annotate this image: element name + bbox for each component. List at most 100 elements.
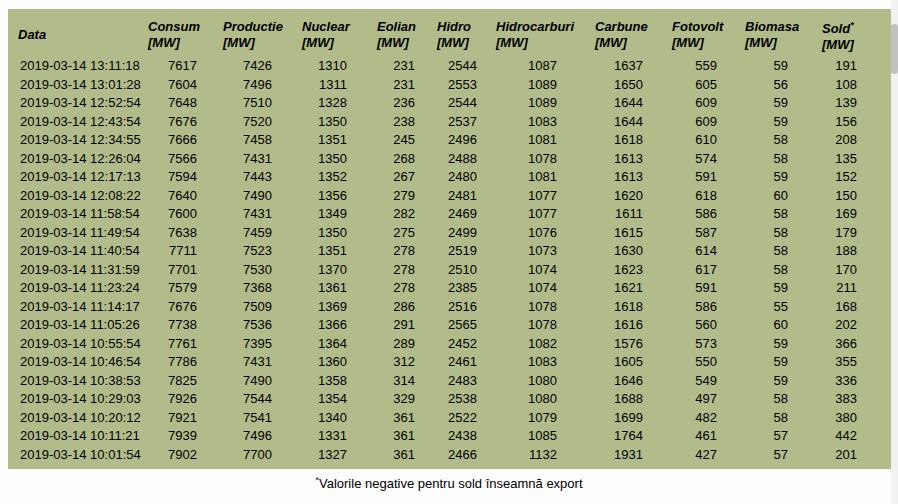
cell-hidrocarburi: 1074 — [496, 261, 586, 280]
cell-productie: 7431 — [218, 353, 293, 372]
cell-eolian: 291 — [368, 316, 434, 335]
cell-fotovolt: 591 — [666, 168, 741, 187]
column-header-carbune: Carbune[MW] — [586, 12, 666, 57]
cell-fotovolt: 497 — [666, 390, 741, 409]
cell-sold: 168 — [811, 298, 891, 317]
cell-nuclear: 1349 — [293, 205, 368, 224]
cell-carbune: 1611 — [586, 205, 666, 224]
cell-hidro: 2522 — [434, 409, 496, 428]
cell-eolian: 231 — [368, 57, 434, 76]
column-header-data: Data — [8, 12, 148, 57]
cell-data: 2019-03-14 13:01:28 — [8, 76, 148, 95]
cell-sold: 201 — [811, 446, 891, 465]
column-header-consum: Consum[MW] — [148, 12, 218, 57]
cell-hidro: 2438 — [434, 427, 496, 446]
table-row: 2019-03-14 10:46:54778674311360312246110… — [8, 353, 891, 372]
cell-fotovolt: 587 — [666, 224, 741, 243]
cell-carbune: 1605 — [586, 353, 666, 372]
cell-nuclear: 1350 — [293, 113, 368, 132]
cell-biomasa: 60 — [741, 187, 811, 206]
cell-productie: 7496 — [218, 76, 293, 95]
cell-carbune: 1637 — [586, 57, 666, 76]
cell-hidrocarburi: 1074 — [496, 279, 586, 298]
cell-hidrocarburi: 1089 — [496, 94, 586, 113]
cell-biomasa: 58 — [741, 205, 811, 224]
cell-sold: 150 — [811, 187, 891, 206]
table-row: 2019-03-14 11:31:59770175301370278251010… — [8, 261, 891, 280]
cell-productie: 7395 — [218, 335, 293, 354]
cell-productie: 7443 — [218, 168, 293, 187]
table-row: 2019-03-14 11:49:54763874591350275249910… — [8, 224, 891, 243]
cell-nuclear: 1358 — [293, 372, 368, 391]
scrollbar-thumb[interactable] — [891, 24, 898, 74]
cell-biomasa: 55 — [741, 298, 811, 317]
cell-consum: 7761 — [148, 335, 218, 354]
cell-fotovolt: 610 — [666, 131, 741, 150]
cell-hidrocarburi: 1077 — [496, 187, 586, 206]
column-header-biomasa: Biomasa[MW] — [741, 12, 811, 57]
scrollbar-track[interactable] — [891, 0, 898, 504]
cell-sold: 179 — [811, 224, 891, 243]
cell-hidro: 2538 — [434, 390, 496, 409]
cell-hidro: 2452 — [434, 335, 496, 354]
cell-hidro: 2553 — [434, 76, 496, 95]
cell-hidrocarburi: 1083 — [496, 113, 586, 132]
energy-table: DataConsum[MW]Productie[MW]Nuclear[MW]Eo… — [8, 12, 891, 464]
cell-hidro: 2385 — [434, 279, 496, 298]
cell-data: 2019-03-14 11:31:59 — [8, 261, 148, 280]
cell-carbune: 1613 — [586, 150, 666, 169]
cell-nuclear: 1364 — [293, 335, 368, 354]
cell-carbune: 1644 — [586, 94, 666, 113]
cell-eolian: 275 — [368, 224, 434, 243]
cell-consum: 7579 — [148, 279, 218, 298]
cell-biomasa: 59 — [741, 279, 811, 298]
cell-sold: 208 — [811, 131, 891, 150]
cell-sold: 202 — [811, 316, 891, 335]
cell-sold: 336 — [811, 372, 891, 391]
cell-data: 2019-03-14 10:46:54 — [8, 353, 148, 372]
cell-nuclear: 1351 — [293, 131, 368, 150]
cell-eolian: 279 — [368, 187, 434, 206]
table-row: 2019-03-14 11:40:54771175231351278251910… — [8, 242, 891, 261]
cell-sold: 108 — [811, 76, 891, 95]
cell-data: 2019-03-14 11:14:17 — [8, 298, 148, 317]
cell-eolian: 268 — [368, 150, 434, 169]
cell-fotovolt: 482 — [666, 409, 741, 428]
cell-carbune: 1620 — [586, 187, 666, 206]
cell-fotovolt: 560 — [666, 316, 741, 335]
cell-eolian: 361 — [368, 446, 434, 465]
table-row: 2019-03-14 12:08:22764074901356279248110… — [8, 187, 891, 206]
cell-hidro: 2499 — [434, 224, 496, 243]
cell-productie: 7520 — [218, 113, 293, 132]
cell-biomasa: 58 — [741, 390, 811, 409]
cell-productie: 7700 — [218, 446, 293, 465]
cell-fotovolt: 427 — [666, 446, 741, 465]
cell-fotovolt: 573 — [666, 335, 741, 354]
cell-nuclear: 1352 — [293, 168, 368, 187]
cell-biomasa: 59 — [741, 94, 811, 113]
cell-data: 2019-03-14 10:29:03 — [8, 390, 148, 409]
cell-fotovolt: 618 — [666, 187, 741, 206]
cell-biomasa: 60 — [741, 316, 811, 335]
cell-productie: 7459 — [218, 224, 293, 243]
cell-carbune: 1621 — [586, 279, 666, 298]
cell-nuclear: 1361 — [293, 279, 368, 298]
cell-carbune: 1616 — [586, 316, 666, 335]
cell-hidro: 2496 — [434, 131, 496, 150]
cell-data: 2019-03-14 10:01:54 — [8, 446, 148, 465]
table-row: 2019-03-14 10:38:53782574901358314248310… — [8, 372, 891, 391]
cell-biomasa: 59 — [741, 57, 811, 76]
cell-data: 2019-03-14 11:05:26 — [8, 316, 148, 335]
table-row: 2019-03-14 10:29:03792675441354329253810… — [8, 390, 891, 409]
cell-productie: 7523 — [218, 242, 293, 261]
cell-eolian: 245 — [368, 131, 434, 150]
cell-sold: 156 — [811, 113, 891, 132]
page: DataConsum[MW]Productie[MW]Nuclear[MW]Eo… — [0, 0, 898, 504]
cell-nuclear: 1351 — [293, 242, 368, 261]
cell-consum: 7594 — [148, 168, 218, 187]
cell-fotovolt: 559 — [666, 57, 741, 76]
cell-carbune: 1630 — [586, 242, 666, 261]
table-body: 2019-03-14 13:11:18761774261310231254410… — [8, 57, 891, 464]
cell-productie: 7426 — [218, 57, 293, 76]
cell-nuclear: 1366 — [293, 316, 368, 335]
